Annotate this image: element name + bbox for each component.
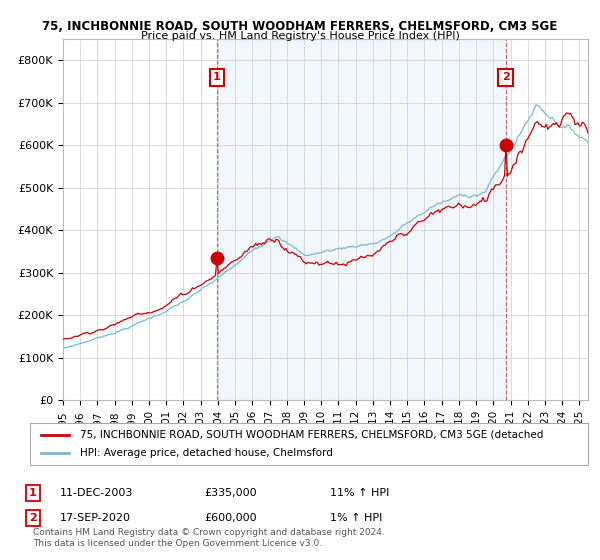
Text: Contains HM Land Registry data © Crown copyright and database right 2024.
This d: Contains HM Land Registry data © Crown c… [33,528,385,548]
Text: HPI: Average price, detached house, Chelmsford: HPI: Average price, detached house, Chel… [80,448,333,458]
Text: 75, INCHBONNIE ROAD, SOUTH WOODHAM FERRERS, CHELMSFORD, CM3 5GE (detached: 75, INCHBONNIE ROAD, SOUTH WOODHAM FERRE… [80,430,544,440]
Text: Price paid vs. HM Land Registry's House Price Index (HPI): Price paid vs. HM Land Registry's House … [140,31,460,41]
Text: £335,000: £335,000 [204,488,257,498]
Text: 1: 1 [213,72,221,82]
Bar [217,39,506,400]
Text: 17-SEP-2020: 17-SEP-2020 [60,513,131,523]
Text: 2: 2 [29,513,37,523]
Text: 1: 1 [29,488,37,498]
Text: 2: 2 [502,72,509,82]
Text: £600,000: £600,000 [204,513,257,523]
Text: 75, INCHBONNIE ROAD, SOUTH WOODHAM FERRERS, CHELMSFORD, CM3 5GE: 75, INCHBONNIE ROAD, SOUTH WOODHAM FERRE… [43,20,557,32]
Text: 11-DEC-2003: 11-DEC-2003 [60,488,133,498]
Text: 11% ↑ HPI: 11% ↑ HPI [330,488,389,498]
Text: 1% ↑ HPI: 1% ↑ HPI [330,513,382,523]
